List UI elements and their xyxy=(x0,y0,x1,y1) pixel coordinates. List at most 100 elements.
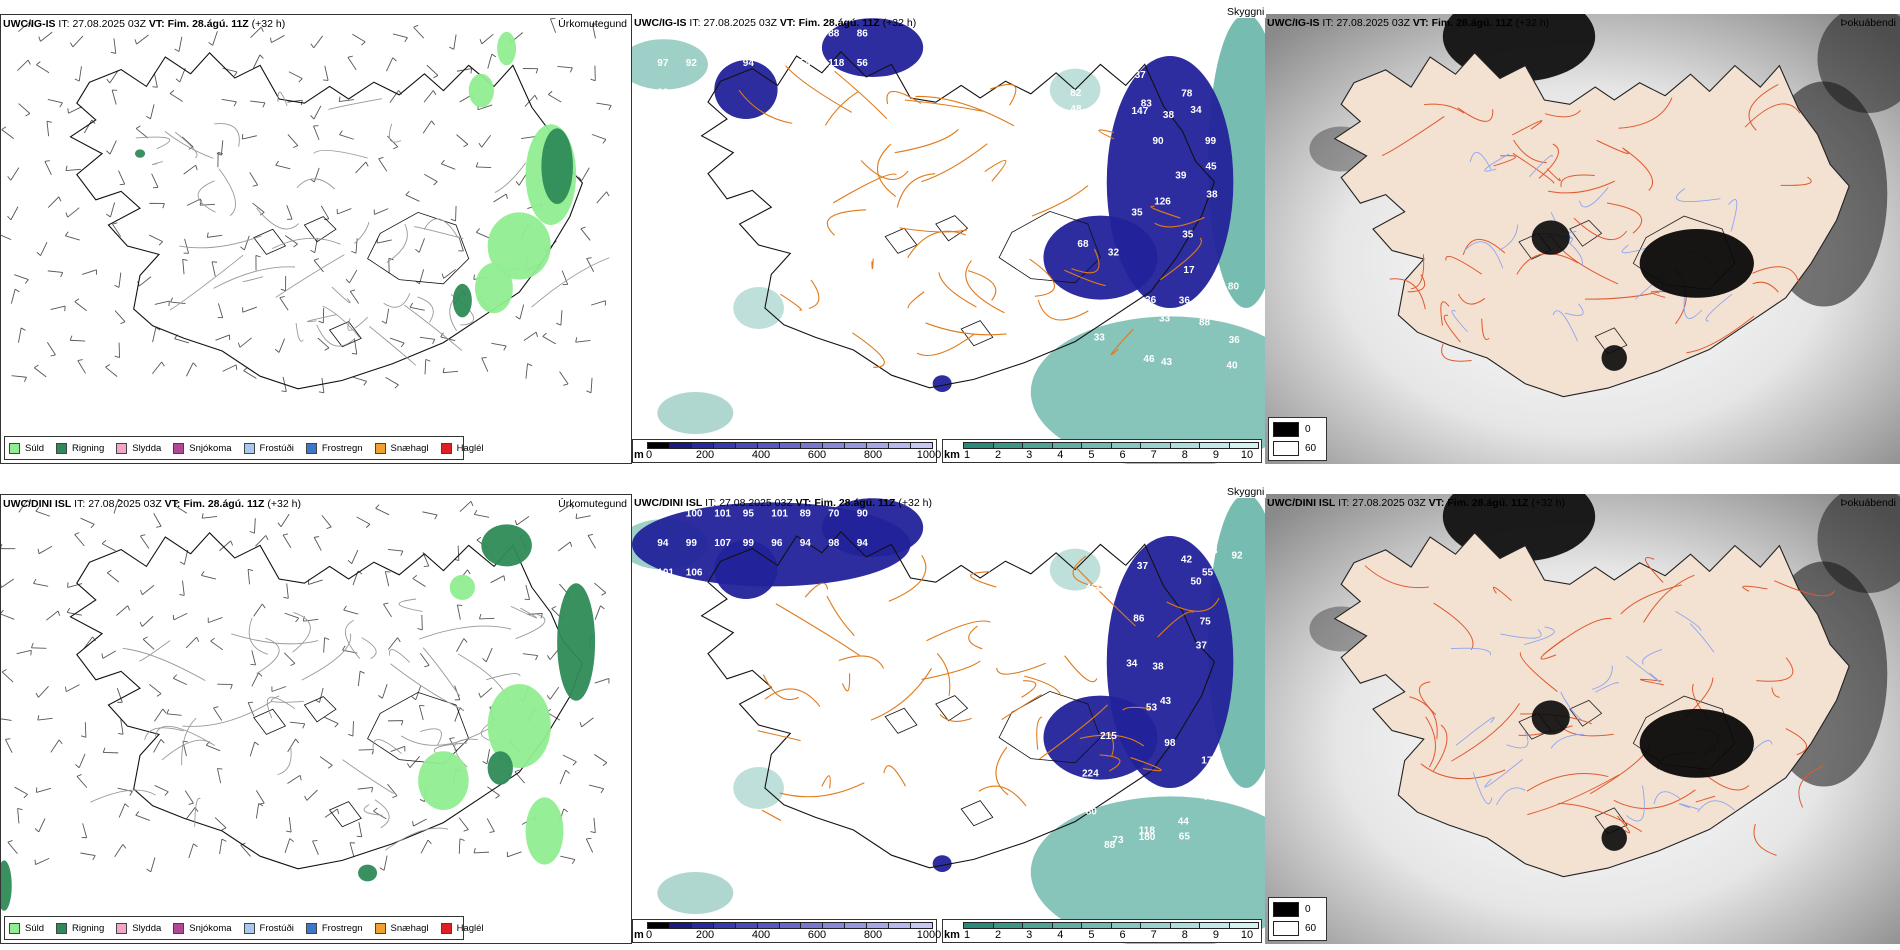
legend-label: Snjókoma xyxy=(189,922,232,934)
legend-label: Haglél xyxy=(456,442,484,454)
field-name: Skyggni xyxy=(1225,6,1267,18)
iceland-map xyxy=(69,532,584,870)
fog-map xyxy=(1265,494,1900,944)
colorbar-cell xyxy=(1229,923,1258,928)
fog-panel-bottom: UWC/DINI ISL IT: 27.08.2025 03Z VT: Fim.… xyxy=(1265,494,1900,944)
colorbar-cell xyxy=(845,443,868,448)
lead-time: (+32 h) xyxy=(1515,17,1550,29)
fog-legend: 0 60 xyxy=(1268,897,1327,941)
cloud-base-label: 80 xyxy=(1086,807,1098,818)
cloud-base-label: 50 xyxy=(1191,576,1203,587)
fog-legend-item: 60 xyxy=(1273,441,1316,456)
iceland-map xyxy=(69,52,610,390)
field-name: Úrkomutegund xyxy=(558,498,627,510)
vt-label: VT: xyxy=(148,18,165,30)
cloud-base-label: 83 xyxy=(1141,98,1153,109)
it-value: 27.08.2025 03Z xyxy=(88,498,162,510)
cloud-base-label: 57 xyxy=(1191,52,1203,63)
it-value: 27.08.2025 03Z xyxy=(703,17,777,29)
colorbar-cell xyxy=(691,923,714,928)
it-label: IT: xyxy=(1322,17,1334,29)
legend-swatch xyxy=(9,922,20,934)
legend-item: Súld xyxy=(9,922,45,934)
colorbar-cell xyxy=(801,923,824,928)
it-label: IT: xyxy=(705,497,717,509)
cloud-base-label: 17 xyxy=(1183,265,1195,276)
cloud-base-label: 98 xyxy=(828,538,840,549)
colorbar-cell xyxy=(669,443,692,448)
iceland-map xyxy=(1333,51,1850,398)
cloud-bottom-header: UWC/DINI ISL IT: 27.08.2025 03Z VT: Fim.… xyxy=(634,497,932,509)
legend-swatch xyxy=(243,442,255,454)
cloud-base-label: 39 xyxy=(1175,171,1187,182)
cloud-base-label: 290 xyxy=(1202,779,1219,790)
legend-item: Rigning xyxy=(56,442,105,454)
colorbar-cell xyxy=(757,923,780,928)
precip-legend: Súld Rigning Slydda Snjókoma Frostúði Frostre… xyxy=(4,916,484,940)
precip-top-header: UWC/IG-IS IT: 27.08.2025 03Z VT: Fim. 28… xyxy=(3,18,285,30)
lead-time: (+32 h) xyxy=(882,17,917,29)
legend-item: Rigning xyxy=(56,922,105,934)
cloud-base-label: 101 xyxy=(657,567,674,578)
fog-legend-swatch xyxy=(1273,422,1299,437)
iceland-map xyxy=(700,51,1216,389)
legend-label: Rigning xyxy=(72,442,105,454)
cloud-base-label: 33 xyxy=(1159,314,1171,325)
fog-index-high xyxy=(1531,220,1754,371)
cloud-base-label: 37 xyxy=(1196,641,1208,652)
cloud-base-label: 91 xyxy=(686,87,698,98)
colorbar-tick: 0 xyxy=(645,929,653,941)
fog-legend-swatch xyxy=(1273,921,1299,936)
colorbar-cell xyxy=(648,923,670,928)
colorbar-unit: m xyxy=(634,449,644,461)
cloud-base-label: 42 xyxy=(1181,555,1193,566)
it-label: IT: xyxy=(1338,497,1350,509)
colorbar-tick: 6 xyxy=(1119,449,1126,461)
field-name: Þokuábendi xyxy=(1840,497,1896,509)
legend-item: Slydda xyxy=(116,922,161,934)
legend-label: Súld xyxy=(25,442,45,454)
colorbar-tick: 10 xyxy=(1240,929,1254,941)
cloud-base-label: 224 xyxy=(1082,768,1099,779)
cloud-base-label: 29 xyxy=(1077,47,1089,58)
cloud-base-label: 95 xyxy=(743,509,755,520)
colorbar-tick: 2 xyxy=(995,449,1002,461)
legend-label: Haglél xyxy=(456,922,484,934)
visibility-colorbar: km 1 2 3 4 5 6 7 8 9 10 xyxy=(942,439,1262,463)
fog-legend-swatch xyxy=(1273,902,1299,917)
cloud-base-label: 106 xyxy=(686,567,703,578)
colorbar-cell xyxy=(1111,923,1141,928)
cloud-base-label: 56 xyxy=(1115,564,1127,575)
cloud-base-label: 90 xyxy=(857,509,869,520)
cloud-base-label: 36 xyxy=(1229,335,1241,346)
legend-label: Rigning xyxy=(72,922,105,934)
precip-legend: Súld Rigning Slydda Snjókoma Frostúði Frostre… xyxy=(4,436,484,460)
cloud-base-label: 90 xyxy=(1153,136,1165,147)
cloud-base-label: 98 xyxy=(657,509,669,520)
colorbar-cell xyxy=(801,443,824,448)
vt-label: VT: xyxy=(1428,497,1445,509)
colorbar-tick: 2 xyxy=(995,929,1002,941)
model-name: UWC/IG-IS xyxy=(1267,17,1320,29)
colorbar-cell xyxy=(1082,443,1112,448)
legend-swatch xyxy=(116,442,128,454)
legend-swatch xyxy=(56,442,68,454)
legend-label: Frostúði xyxy=(259,922,294,934)
it-value: 27.08.2025 03Z xyxy=(1336,17,1410,29)
cloud-base-label: 54 xyxy=(800,58,812,69)
cloud-base-label: 33 xyxy=(1206,546,1218,557)
cloud-base-label: 70 xyxy=(828,509,840,520)
fog-bottom-header: UWC/DINI ISL IT: 27.08.2025 03Z VT: Fim.… xyxy=(1267,497,1565,509)
colorbar-cell xyxy=(993,443,1023,448)
model-name: UWC/IG-IS xyxy=(3,18,56,30)
cloud-base-label: 79 xyxy=(1203,792,1215,803)
cloud-base-label: 38 xyxy=(1152,662,1164,673)
colorbar-cell xyxy=(911,923,932,928)
legend-swatch xyxy=(374,922,386,934)
legend-label: Súld xyxy=(25,922,45,934)
fog-legend: 0 60 xyxy=(1268,417,1327,461)
cloud-base-label: 92 xyxy=(1232,551,1244,562)
colorbar-cell xyxy=(757,443,780,448)
colorbar-cell xyxy=(1229,443,1258,448)
colorbar-cell xyxy=(1023,923,1053,928)
